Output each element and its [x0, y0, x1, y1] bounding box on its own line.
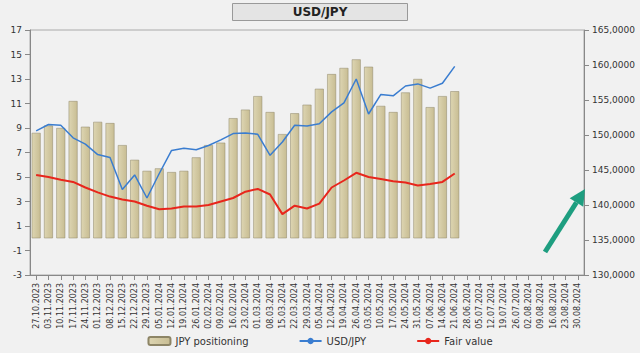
- svg-text:29.03.2024: 29.03.2024: [303, 283, 312, 329]
- svg-text:12.04.2024: 12.04.2024: [327, 283, 336, 329]
- svg-text:05.04.2024: 05.04.2024: [315, 283, 324, 329]
- svg-text:135,0000: 135,0000: [592, 235, 635, 245]
- svg-text:07.06.2024: 07.06.2024: [426, 283, 435, 329]
- svg-text:31.05.2024: 31.05.2024: [413, 283, 422, 329]
- svg-text:05.01.2024: 05.01.2024: [155, 283, 164, 329]
- svg-text:01.03.2024: 01.03.2024: [253, 283, 262, 329]
- svg-text:13: 13: [11, 74, 22, 84]
- svg-text:09.02.2024: 09.02.2024: [216, 283, 225, 329]
- svg-text:11: 11: [11, 99, 22, 109]
- svg-text:19.01.2024: 19.01.2024: [179, 283, 188, 329]
- svg-text:155,0000: 155,0000: [592, 95, 635, 105]
- svg-text:30.08.2024: 30.08.2024: [573, 283, 582, 329]
- svg-text:26.01.2024: 26.01.2024: [192, 283, 201, 329]
- svg-text:24.05.2024: 24.05.2024: [401, 283, 410, 329]
- svg-text:-3: -3: [13, 270, 22, 280]
- svg-text:02.02.2024: 02.02.2024: [204, 283, 213, 329]
- svg-text:27.10.2023: 27.10.2023: [32, 283, 41, 329]
- svg-text:29.12.2023: 29.12.2023: [142, 283, 151, 329]
- svg-text:17: 17: [11, 25, 22, 35]
- svg-text:3: 3: [16, 197, 22, 207]
- svg-text:19.07.2024: 19.07.2024: [499, 283, 508, 329]
- svg-text:JPY positioning: JPY positioning: [174, 336, 248, 347]
- svg-text:USD/JPY: USD/JPY: [327, 336, 367, 347]
- svg-text:5: 5: [16, 172, 22, 182]
- svg-text:-1: -1: [13, 246, 22, 256]
- svg-text:22.12.2023: 22.12.2023: [130, 283, 139, 329]
- svg-text:1: 1: [16, 221, 22, 231]
- svg-text:02.08.2024: 02.08.2024: [524, 283, 533, 329]
- svg-text:26.07.2024: 26.07.2024: [512, 283, 521, 329]
- svg-text:03.05.2024: 03.05.2024: [364, 283, 373, 329]
- svg-text:15.12.2023: 15.12.2023: [118, 283, 127, 329]
- svg-text:Fair value: Fair value: [444, 336, 492, 347]
- svg-text:16.08.2024: 16.08.2024: [549, 283, 558, 329]
- svg-text:28.06.2024: 28.06.2024: [463, 283, 472, 329]
- svg-text:165,0000: 165,0000: [592, 25, 635, 35]
- svg-text:17.11.2023: 17.11.2023: [69, 283, 78, 329]
- svg-text:21.06.2024: 21.06.2024: [450, 283, 459, 329]
- svg-text:145,0000: 145,0000: [592, 165, 635, 175]
- svg-text:130,0000: 130,0000: [592, 270, 635, 280]
- svg-text:08.03.2024: 08.03.2024: [266, 283, 275, 329]
- svg-text:03.11.2023: 03.11.2023: [44, 283, 53, 329]
- svg-text:26.04.2024: 26.04.2024: [352, 283, 361, 329]
- svg-text:23.08.2024: 23.08.2024: [561, 283, 570, 329]
- svg-text:17.05.2024: 17.05.2024: [389, 283, 398, 329]
- svg-text:USD/JPY: USD/JPY: [293, 5, 348, 19]
- svg-text:08.12.2023: 08.12.2023: [106, 283, 115, 329]
- svg-text:10.05.2024: 10.05.2024: [376, 283, 385, 329]
- svg-text:7: 7: [16, 148, 22, 158]
- svg-text:05.07.2024: 05.07.2024: [475, 283, 484, 329]
- svg-text:22.03.2024: 22.03.2024: [290, 283, 299, 329]
- svg-text:19.04.2024: 19.04.2024: [339, 283, 348, 329]
- svg-text:160,0000: 160,0000: [592, 60, 635, 70]
- svg-text:140,0000: 140,0000: [592, 200, 635, 210]
- svg-text:15: 15: [11, 50, 22, 60]
- svg-text:23.02.2024: 23.02.2024: [241, 283, 250, 329]
- svg-text:01.12.2023: 01.12.2023: [93, 283, 102, 329]
- svg-text:15.03.2024: 15.03.2024: [278, 283, 287, 329]
- svg-text:12.01.2024: 12.01.2024: [167, 283, 176, 329]
- svg-text:9: 9: [16, 123, 22, 133]
- svg-text:09.08.2024: 09.08.2024: [536, 283, 545, 329]
- svg-text:150,0000: 150,0000: [592, 130, 635, 140]
- svg-text:24.11.2023: 24.11.2023: [81, 283, 90, 329]
- svg-text:10.11.2023: 10.11.2023: [56, 283, 65, 329]
- svg-text:16.02.2024: 16.02.2024: [229, 283, 238, 329]
- svg-text:14.06.2024: 14.06.2024: [438, 283, 447, 329]
- svg-text:12.07.2024: 12.07.2024: [487, 283, 496, 329]
